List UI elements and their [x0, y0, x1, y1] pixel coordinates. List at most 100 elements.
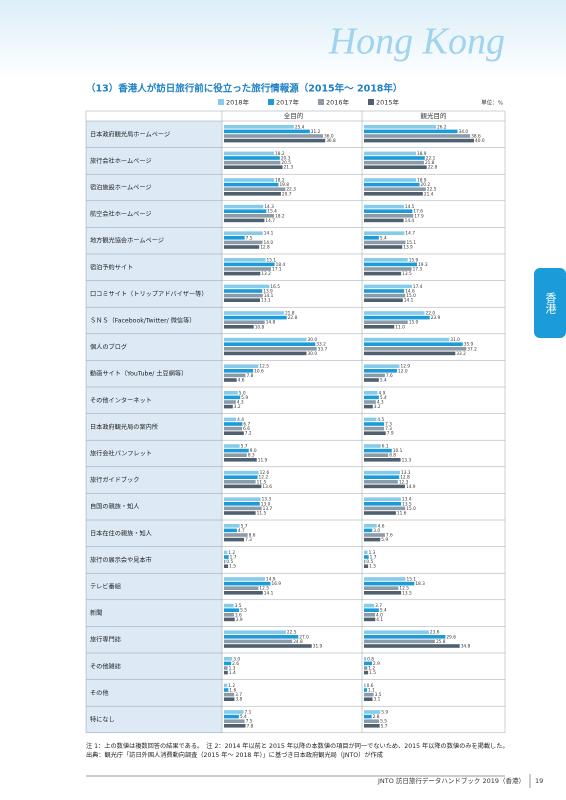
- value-label: 30.0: [308, 337, 318, 343]
- bar: [224, 458, 257, 462]
- bar: [364, 657, 367, 661]
- value-label: 25.4: [295, 124, 305, 130]
- bar: [364, 218, 404, 223]
- value-label: 11.9: [258, 457, 268, 463]
- value-label: 5.9: [381, 537, 388, 543]
- value-label: 7.6: [386, 533, 393, 539]
- bar: [224, 555, 229, 559]
- bar: [364, 533, 385, 537]
- bar: [224, 422, 243, 426]
- value-label: 1.7: [230, 555, 237, 561]
- bar: [364, 559, 366, 564]
- value-label: 2.9: [373, 661, 380, 667]
- bar: [364, 156, 425, 160]
- category-column: [86, 121, 222, 733]
- value-label: 13.3: [262, 497, 272, 503]
- bar: [224, 581, 271, 586]
- value-label: 5.7: [381, 723, 388, 729]
- category-label: 航空会社ホームページ: [90, 210, 152, 218]
- bar: [224, 617, 235, 622]
- value-label: 13.1: [261, 298, 271, 304]
- bar: [224, 267, 272, 271]
- bar: [224, 214, 275, 218]
- bar: [364, 484, 405, 489]
- bar: [364, 506, 406, 511]
- bar: [224, 373, 246, 378]
- value-label: 7.8: [246, 373, 253, 379]
- bar: [224, 537, 245, 542]
- value-label: 5.5: [380, 719, 387, 725]
- value-label: 4.9: [378, 390, 385, 396]
- value-label: 5.4: [240, 714, 247, 720]
- value-label: 4.6: [238, 378, 245, 384]
- bar: [364, 422, 385, 426]
- bar: [224, 138, 326, 143]
- value-label: 21.4: [424, 191, 434, 197]
- value-label: 1.2: [368, 666, 375, 672]
- bar: [224, 470, 259, 475]
- category-label: 日本政府観光局の案内所: [90, 423, 158, 431]
- value-label: 15.0: [406, 293, 416, 299]
- bar: [224, 714, 239, 719]
- value-label: 17.4: [413, 284, 423, 290]
- bar: [364, 125, 437, 129]
- bar: [364, 347, 467, 351]
- value-label: 18.9: [417, 151, 427, 157]
- value-label: 1.7: [370, 555, 377, 561]
- bar: [364, 391, 378, 395]
- value-label: 10.6: [254, 368, 264, 374]
- bar: [364, 511, 396, 515]
- bar: [224, 613, 234, 617]
- value-label: 5.5: [240, 608, 247, 614]
- value-label: 4.0: [376, 612, 383, 618]
- bar: [364, 293, 406, 298]
- value-label: 17.9: [414, 213, 424, 219]
- bar: [364, 204, 404, 209]
- value-label: 15.1: [267, 257, 277, 263]
- bar: [224, 644, 312, 648]
- value-label: 13.7: [263, 506, 273, 512]
- bar: [364, 613, 375, 617]
- bar: [224, 431, 244, 435]
- value-label: 20.2: [421, 182, 431, 188]
- bar: [224, 271, 261, 276]
- bar: [224, 635, 299, 639]
- bar: [364, 639, 435, 644]
- bar: [364, 603, 375, 608]
- bar: [224, 298, 261, 302]
- value-label: 30.0: [308, 351, 318, 357]
- bar: [224, 564, 229, 568]
- bar: [364, 182, 420, 187]
- value-label: 27.0: [299, 634, 309, 640]
- value-label: 17.3: [413, 267, 423, 273]
- bar: [224, 710, 244, 714]
- bar: [224, 192, 281, 196]
- value-label: 12.5: [259, 586, 269, 592]
- value-label: 22.0: [426, 311, 436, 317]
- value-label: 14.8: [266, 320, 276, 326]
- value-label: 5.4: [380, 378, 387, 384]
- bar: [364, 325, 395, 329]
- bar: [224, 417, 237, 422]
- bar: [224, 404, 233, 409]
- value-label: 34.0: [459, 129, 469, 135]
- bar: [224, 187, 286, 191]
- bar: [364, 444, 381, 448]
- bar: [224, 591, 263, 595]
- value-label: 8.8: [389, 453, 396, 459]
- value-label: 18.3: [415, 581, 425, 587]
- value-label: 3.7: [235, 692, 242, 698]
- bar: [364, 400, 376, 404]
- legend-label: 2016年: [326, 98, 350, 107]
- bar: [364, 524, 377, 528]
- value-label: 23.9: [431, 315, 441, 321]
- value-label: 17.6: [413, 209, 423, 215]
- bar: [224, 661, 232, 666]
- value-label: 21.3: [284, 165, 294, 171]
- value-label: 11.5: [257, 479, 267, 485]
- bar: [224, 502, 260, 506]
- bar: [364, 134, 471, 138]
- bar: [224, 533, 248, 537]
- value-label: 15.9: [409, 320, 419, 326]
